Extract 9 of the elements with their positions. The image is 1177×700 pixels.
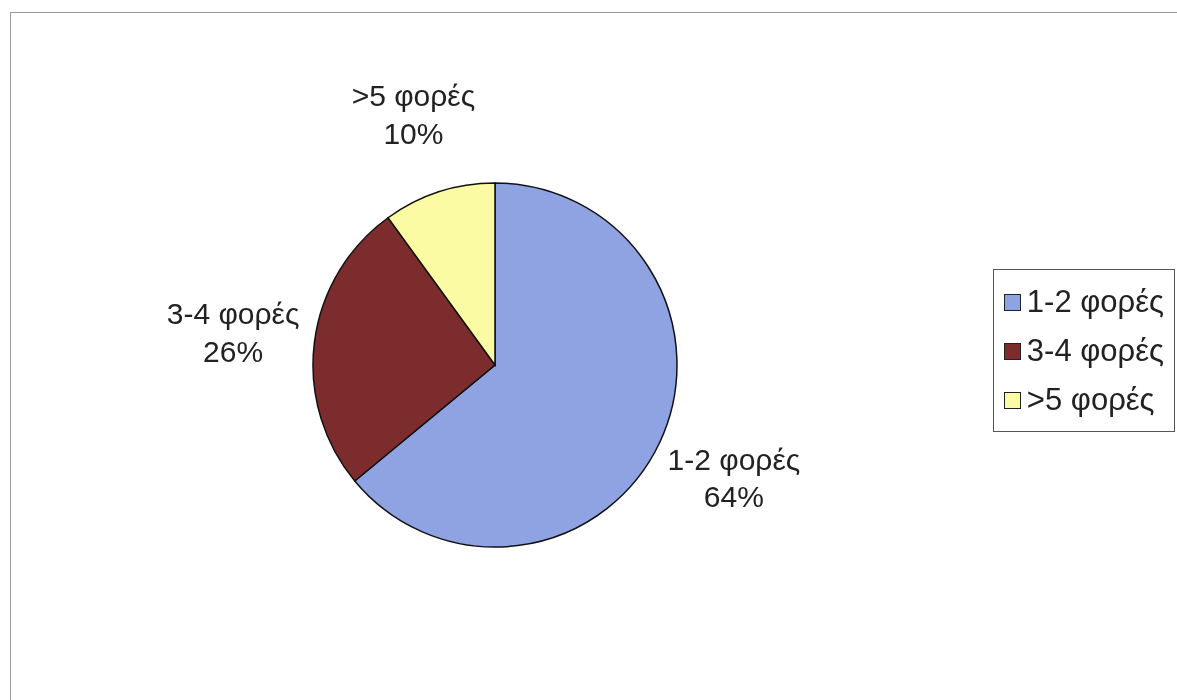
slice-label: >5 φορές (351, 79, 476, 113)
data-label: 26% (203, 334, 264, 368)
slice-label: 3-4 φορές (166, 297, 300, 331)
legend-label: 3-4 φορές (1026, 333, 1164, 369)
legend-label: 1-2 φορές (1026, 284, 1164, 320)
slice-label: 1-2 φορές (667, 442, 801, 476)
legend-label: >5 φορές (1026, 382, 1155, 418)
data-label: 64% (703, 480, 764, 514)
data-label: 10% (383, 116, 444, 150)
